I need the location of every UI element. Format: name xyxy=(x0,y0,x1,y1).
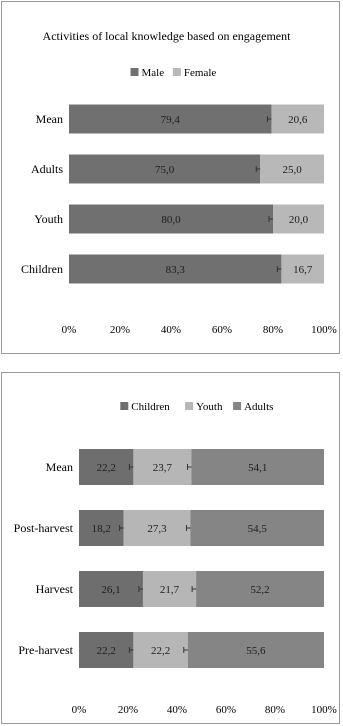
bar-male-mean xyxy=(69,104,272,134)
legend-label-youth: Youth xyxy=(196,401,223,413)
bar-row-mean: Mean 22,2 23,7 54,1 xyxy=(46,449,324,485)
x-tick-label-80: 80% xyxy=(263,324,283,336)
bar-male-adults xyxy=(69,154,261,184)
bar-female-mean xyxy=(271,104,324,134)
data-label-children-mean: 22,2 xyxy=(97,462,116,474)
data-label-female-children: 16,7 xyxy=(293,264,313,276)
legend: Children Youth Adults xyxy=(120,401,273,413)
category-label-adults: Adults xyxy=(31,162,63,176)
data-label-adults-post-harvest: 54,5 xyxy=(248,523,268,535)
bar-row-children: Children 83,3 16,7 xyxy=(21,254,324,284)
bar-female-children xyxy=(281,254,324,284)
x-tick-label-0: 0% xyxy=(72,704,87,716)
data-label-youth-harvest: 21,7 xyxy=(160,584,180,596)
x-tick-label-40: 40% xyxy=(161,324,181,336)
data-label-female-youth: 20,0 xyxy=(289,214,309,226)
data-label-children-post-harvest: 18,2 xyxy=(92,523,111,535)
bar-adults-pre-harvest xyxy=(187,632,324,668)
data-label-children-pre-harvest: 22,2 xyxy=(97,645,116,657)
legend-label-adults: Adults xyxy=(244,401,273,413)
data-label-male-youth: 80,0 xyxy=(161,214,181,226)
x-tick-label-20: 20% xyxy=(110,324,130,336)
data-label-adults-harvest: 52,2 xyxy=(250,584,269,596)
bar-row-pre-harvest: Pre-harvest 22,2 22,2 55,6 xyxy=(18,632,324,668)
bar-youth-mean xyxy=(133,449,192,485)
bar-row-post-harvest: Post-harvest 18,2 27,3 54,5 xyxy=(14,510,324,546)
x-tick-label-100: 100% xyxy=(311,704,337,716)
bar-youth-pre-harvest xyxy=(133,632,188,668)
category-label-mean: Mean xyxy=(46,460,73,474)
bar-youth-harvest xyxy=(142,571,197,607)
bar-male-youth xyxy=(69,204,273,234)
bar-adults-harvest xyxy=(196,571,324,607)
category-label-mean: Mean xyxy=(36,112,63,126)
bar-youth-post-harvest xyxy=(123,510,191,546)
bar-female-youth xyxy=(273,204,324,234)
x-tick-label-40: 40% xyxy=(167,704,187,716)
legend-label-children: Children xyxy=(131,401,170,413)
chart-panel-engagement: Activities of local knowledge based on e… xyxy=(1,1,340,354)
bar-children-pre-harvest xyxy=(79,632,134,668)
bar-male-children xyxy=(69,254,282,284)
x-tick-label-0: 0% xyxy=(62,324,77,336)
data-label-female-adults: 25,0 xyxy=(283,164,303,176)
engagement-chart: Activities of local knowledge based on e… xyxy=(21,29,337,336)
bar-children-mean xyxy=(79,449,134,485)
category-label-post-harvest: Post-harvest xyxy=(14,521,74,535)
x-tick-label-100: 100% xyxy=(311,324,337,336)
harvest-stage-chart: Children Youth Adults Mean 22,2 23,7 54,1 Post-… xyxy=(14,401,337,716)
legend-swatch-female xyxy=(172,68,181,76)
data-label-youth-pre-harvest: 22,2 xyxy=(151,645,170,657)
x-tick-label-60: 60% xyxy=(212,324,232,336)
data-label-male-children: 83,3 xyxy=(166,264,186,276)
legend-label-female: Female xyxy=(184,67,216,79)
legend-swatch-youth xyxy=(185,402,194,410)
data-label-male-adults: 75,0 xyxy=(155,164,175,176)
x-tick-label-60: 60% xyxy=(216,704,236,716)
data-label-adults-mean: 54,1 xyxy=(248,462,267,474)
data-label-adults-pre-harvest: 55,6 xyxy=(246,645,266,657)
bar-children-post-harvest xyxy=(79,510,124,546)
data-label-female-mean: 20,6 xyxy=(288,114,308,126)
bar-adults-post-harvest xyxy=(190,510,324,546)
bar-female-adults xyxy=(260,154,324,184)
bar-children-harvest xyxy=(79,571,143,607)
bar-row-youth: Youth 80,0 20,0 xyxy=(34,204,324,234)
category-label-harvest: Harvest xyxy=(36,582,74,596)
category-label-pre-harvest: Pre-harvest xyxy=(18,643,73,657)
legend-swatch-adults xyxy=(233,402,242,410)
legend-swatch-children xyxy=(120,402,129,410)
bar-row-harvest: Harvest 26,1 21,7 52,2 xyxy=(36,571,324,607)
data-label-youth-mean: 23,7 xyxy=(153,462,173,474)
category-label-children: Children xyxy=(21,262,63,276)
data-label-youth-post-harvest: 27,3 xyxy=(147,523,167,535)
x-tick-label-20: 20% xyxy=(118,704,138,716)
legend-swatch-male xyxy=(130,68,139,76)
bar-row-mean: Mean 79,4 20,6 xyxy=(36,104,324,134)
chart-panel-harvest-stage: Children Youth Adults Mean 22,2 23,7 54,1 Post-… xyxy=(1,372,340,724)
data-label-children-harvest: 26,1 xyxy=(101,584,120,596)
data-label-male-mean: 79,4 xyxy=(161,114,181,126)
chart-title: Activities of local knowledge based on e… xyxy=(43,29,292,43)
category-label-youth: Youth xyxy=(34,212,63,226)
bar-row-adults: Adults 75,0 25,0 xyxy=(31,154,324,184)
x-tick-label-80: 80% xyxy=(265,704,285,716)
bar-adults-mean xyxy=(191,449,324,485)
legend: Male Female xyxy=(130,67,216,79)
legend-label-male: Male xyxy=(142,67,165,79)
